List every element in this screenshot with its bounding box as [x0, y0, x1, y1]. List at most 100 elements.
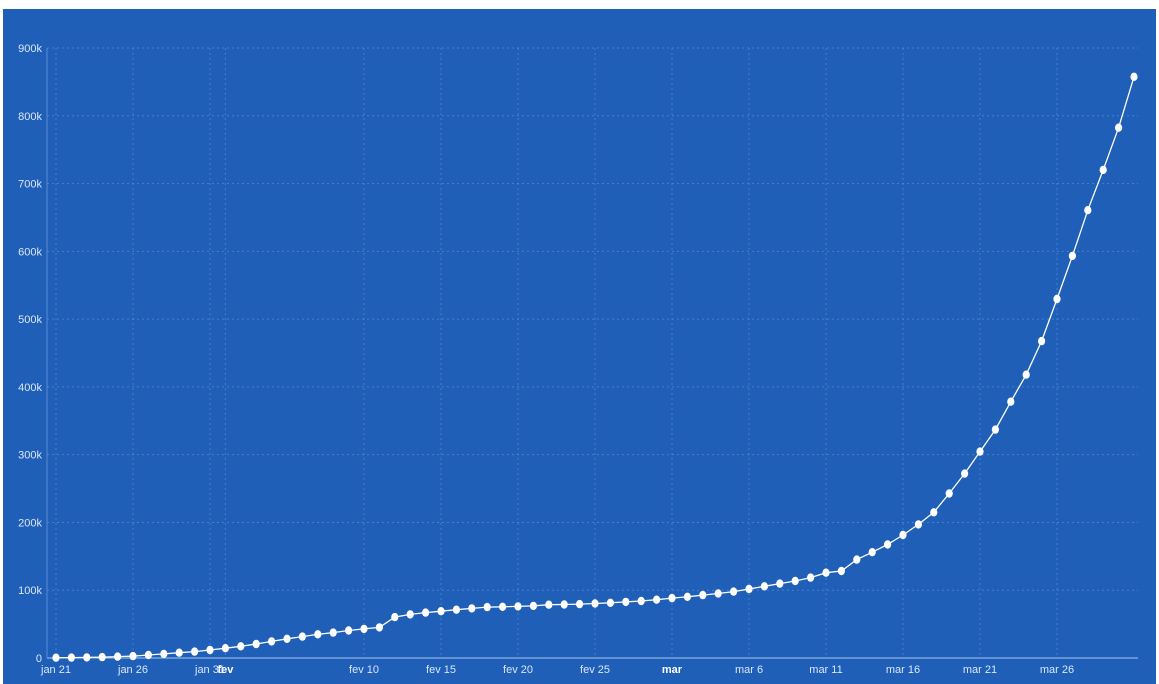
x-tick-label: fev 20 — [503, 664, 533, 676]
data-point[interactable] — [1068, 251, 1076, 261]
label-layer: 0 100k 200k 300k 400k 500k 600k 700k 800k 900k jan… — [18, 43, 1074, 676]
data-point[interactable] — [683, 592, 692, 601]
data-point[interactable] — [191, 647, 199, 656]
data-point[interactable] — [67, 653, 75, 662]
data-point[interactable] — [345, 626, 353, 635]
x-tick-label: jan 21 — [40, 664, 71, 676]
data-point[interactable] — [1115, 123, 1123, 132]
data-point[interactable] — [853, 555, 861, 564]
chart-panel: 0 100k 200k 300k 400k 500k 600k 700k 800k 900k jan… — [3, 9, 1156, 684]
data-point[interactable] — [899, 530, 907, 540]
data-point[interactable] — [391, 612, 399, 622]
data-point[interactable] — [452, 605, 460, 614]
data-point[interactable] — [298, 632, 306, 641]
data-point[interactable] — [637, 596, 645, 606]
x-tick-label: mar 16 — [886, 664, 920, 676]
data-point[interactable] — [283, 634, 291, 643]
data-point[interactable] — [807, 573, 815, 582]
x-tick-label: mar 26 — [1040, 664, 1074, 676]
data-point[interactable] — [1038, 336, 1046, 346]
data-point[interactable] — [776, 579, 784, 588]
data-point[interactable] — [360, 624, 368, 634]
data-point[interactable] — [529, 601, 538, 611]
data-point[interactable] — [653, 595, 661, 604]
y-tick-label: 500k — [18, 314, 42, 326]
data-point[interactable] — [252, 639, 260, 649]
data-point[interactable] — [329, 628, 337, 637]
data-point[interactable] — [1007, 397, 1015, 406]
x-tick-label: fev 10 — [349, 664, 379, 676]
data-point[interactable] — [437, 607, 445, 616]
data-point[interactable] — [961, 469, 969, 478]
x-tick-label: mar 6 — [735, 664, 763, 676]
data-point[interactable] — [129, 651, 137, 661]
data-point[interactable] — [945, 489, 953, 498]
data-point[interactable] — [52, 653, 60, 662]
data-point[interactable] — [560, 600, 568, 609]
data-point[interactable] — [591, 599, 599, 608]
data-point[interactable] — [314, 630, 322, 639]
data-point[interactable] — [375, 623, 383, 632]
x-tick-label: mar 11 — [809, 664, 842, 676]
data-point[interactable] — [884, 540, 892, 549]
data-point[interactable] — [160, 649, 168, 659]
y-tick-label: 600k — [18, 246, 42, 258]
data-point[interactable] — [1130, 72, 1138, 81]
data-point[interactable] — [914, 520, 923, 529]
data-point[interactable] — [714, 589, 722, 598]
data-point[interactable] — [1053, 294, 1061, 304]
x-tick-label: mar 21 — [963, 664, 997, 676]
data-point[interactable] — [1022, 370, 1030, 379]
data-point[interactable] — [699, 590, 707, 600]
x-tick-label: fev 15 — [426, 664, 456, 676]
y-tick-label: 900k — [18, 43, 42, 55]
axis-layer — [46, 48, 1138, 659]
data-point[interactable] — [468, 604, 476, 613]
line-chart: 0 100k 200k 300k 400k 500k 600k 700k 800k 900k jan… — [18, 43, 1138, 676]
grid-layer — [47, 47, 1138, 658]
data-point[interactable] — [822, 568, 830, 577]
data-point[interactable] — [114, 652, 122, 661]
data-point[interactable] — [668, 593, 676, 603]
data-point[interactable] — [545, 600, 553, 609]
y-tick-label: 400k — [18, 382, 42, 394]
data-point[interactable] — [622, 597, 630, 607]
y-tick-label: 700k — [18, 179, 42, 191]
x-tick-label: jan 31 — [194, 664, 225, 676]
data-point[interactable] — [406, 610, 414, 619]
data-point[interactable] — [422, 608, 430, 617]
series-layer — [52, 72, 1138, 662]
data-point[interactable] — [606, 598, 615, 607]
data-point[interactable] — [206, 645, 214, 655]
data-point[interactable] — [268, 637, 276, 646]
data-point[interactable] — [991, 425, 1000, 434]
x-tick-label: fev 25 — [580, 664, 610, 676]
data-point[interactable] — [760, 582, 769, 591]
data-point[interactable] — [745, 584, 753, 594]
x-tick-label: fev — [217, 664, 234, 676]
y-tick-label: 0 — [36, 653, 42, 665]
data-point[interactable] — [237, 642, 245, 651]
data-point[interactable] — [221, 644, 229, 653]
y-tick-label: 200k — [18, 517, 42, 529]
data-point[interactable] — [144, 650, 152, 660]
data-point[interactable] — [98, 652, 106, 662]
data-point[interactable] — [730, 587, 738, 596]
y-tick-label: 300k — [18, 450, 42, 462]
x-tick-label: jan 26 — [117, 664, 148, 676]
data-point[interactable] — [514, 602, 522, 611]
data-point[interactable] — [868, 548, 876, 557]
data-point[interactable] — [837, 566, 846, 576]
data-point[interactable] — [1099, 165, 1107, 175]
data-point[interactable] — [576, 599, 584, 609]
data-point[interactable] — [1084, 206, 1092, 215]
data-point[interactable] — [483, 602, 491, 612]
y-tick-label: 100k — [18, 585, 42, 597]
x-tick-label: mar — [662, 664, 683, 676]
data-point[interactable] — [83, 653, 91, 662]
data-point[interactable] — [499, 602, 507, 611]
data-point[interactable] — [976, 447, 984, 456]
data-point[interactable] — [791, 576, 799, 586]
data-point[interactable] — [930, 508, 938, 517]
data-point[interactable] — [175, 648, 183, 657]
